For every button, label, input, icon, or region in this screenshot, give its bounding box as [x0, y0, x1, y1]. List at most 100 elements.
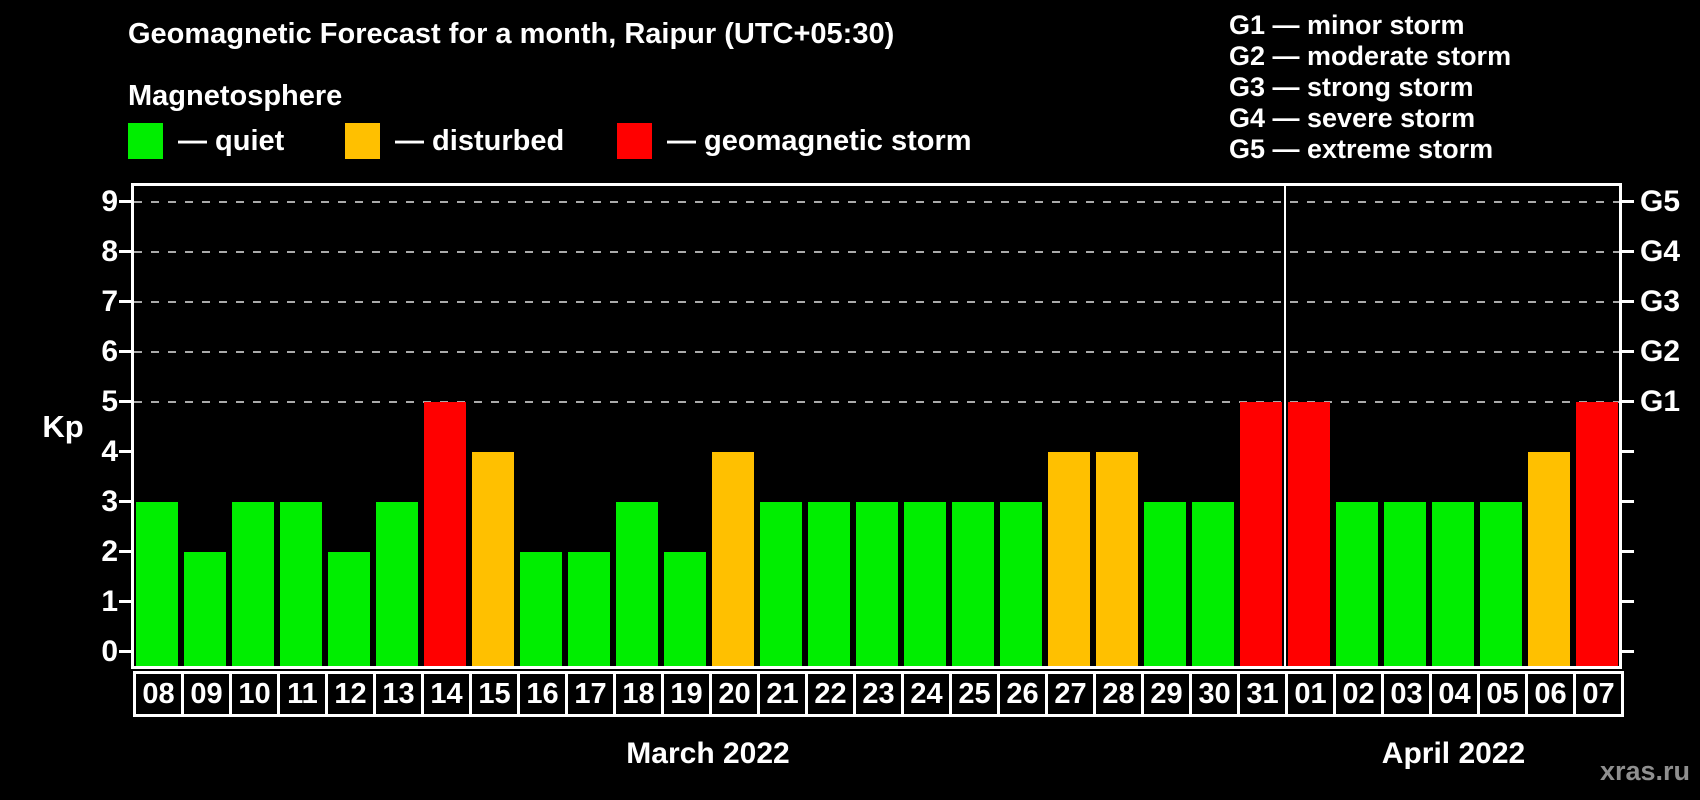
y-tick-label: 5	[101, 385, 118, 418]
kp-bar	[1096, 452, 1138, 666]
storm-color-swatch	[617, 123, 652, 159]
legend-item-disturbed: — disturbed	[345, 122, 564, 160]
g-scale-label-g1: G1	[1640, 385, 1681, 418]
kp-bar	[184, 552, 226, 666]
y-tick-label: 3	[101, 485, 118, 518]
plot-frame	[131, 183, 1622, 669]
y-tick-right	[1622, 400, 1634, 403]
date-cell: 17	[565, 671, 616, 717]
date-cell: 14	[421, 671, 472, 717]
y-tick-right	[1622, 500, 1634, 503]
y-tick-left	[119, 400, 131, 403]
date-cell: 16	[517, 671, 568, 717]
month-label-april: April 2022	[1381, 737, 1526, 770]
y-tick-right	[1622, 200, 1634, 203]
kp-bar	[568, 552, 610, 666]
kp-bar	[1528, 452, 1570, 666]
kp-bar	[1384, 502, 1426, 666]
y-tick-left	[119, 650, 131, 653]
date-cell: 03	[1381, 671, 1432, 717]
y-tick-right	[1622, 450, 1634, 453]
gridline-kp5	[134, 401, 1619, 403]
g-scale-label-g4: G4	[1640, 235, 1681, 268]
date-cell: 05	[1477, 671, 1528, 717]
g-scale-label-g2: G2	[1640, 335, 1681, 368]
y-tick-label: 0	[101, 635, 118, 668]
kp-bar	[1336, 502, 1378, 666]
y-tick-left	[119, 500, 131, 503]
date-cell: 15	[469, 671, 520, 717]
storm-scale-legend: G1 — minor storm G2 — moderate storm G3 …	[1229, 10, 1511, 165]
kp-bar	[664, 552, 706, 666]
kp-bar	[136, 502, 178, 666]
y-tick-label: 7	[101, 285, 118, 318]
gridline-kp9	[134, 201, 1619, 203]
storm-scale-legend-line-g5: G5 — extreme storm	[1229, 134, 1494, 164]
date-cell: 21	[757, 671, 808, 717]
g-scale-label-g3: G3	[1640, 285, 1681, 318]
kp-bar	[424, 402, 466, 666]
kp-bar	[904, 502, 946, 666]
y-tick-label: 6	[101, 335, 118, 368]
kp-bar	[472, 452, 514, 666]
y-tick-left	[119, 250, 131, 253]
date-cell: 22	[805, 671, 856, 717]
date-cell: 19	[661, 671, 712, 717]
kp-bar	[712, 452, 754, 666]
date-cell: 01	[1285, 671, 1336, 717]
quiet-color-swatch	[128, 123, 163, 159]
watermark: xras.ru	[1599, 756, 1690, 786]
month-label-march: March 2022	[626, 737, 790, 770]
date-cell: 07	[1573, 671, 1624, 717]
y-axis-title: Kp	[42, 409, 84, 444]
y-tick-right	[1622, 250, 1634, 253]
date-cell: 24	[901, 671, 952, 717]
y-tick-right	[1622, 550, 1634, 553]
kp-bar	[1240, 402, 1282, 666]
date-cell: 27	[1045, 671, 1096, 717]
date-cell: 29	[1141, 671, 1192, 717]
y-tick-right	[1622, 650, 1634, 653]
y-tick-label: 4	[101, 435, 118, 468]
month-separator-line	[1284, 186, 1286, 666]
y-tick-right	[1622, 600, 1634, 603]
kp-bar	[1432, 502, 1474, 666]
kp-bar	[856, 502, 898, 666]
kp-bar	[760, 502, 802, 666]
y-tick-label: 8	[101, 235, 118, 268]
kp-bar	[1480, 502, 1522, 666]
gridline-kp7	[134, 301, 1619, 303]
date-cell: 30	[1189, 671, 1240, 717]
kp-bar	[1048, 452, 1090, 666]
date-cell: 28	[1093, 671, 1144, 717]
kp-bar	[232, 502, 274, 666]
legend-item-label: — quiet	[178, 125, 285, 157]
y-tick-left	[119, 300, 131, 303]
legend-item-label: — geomagnetic storm	[667, 125, 972, 157]
legend-item-quiet: — quiet	[128, 122, 284, 160]
page-title: Geomagnetic Forecast for a month, Raipur…	[128, 18, 895, 50]
kp-bar	[1144, 502, 1186, 666]
g-scale-label-g5: G5	[1640, 185, 1681, 218]
legend-item-label: — disturbed	[395, 125, 565, 157]
date-cell: 26	[997, 671, 1048, 717]
y-tick-label: 1	[101, 585, 118, 618]
kp-bar	[520, 552, 562, 666]
date-cell: 31	[1237, 671, 1288, 717]
kp-bar	[952, 502, 994, 666]
date-cell: 13	[373, 671, 424, 717]
date-cell: 11	[277, 671, 328, 717]
date-cell: 04	[1429, 671, 1480, 717]
legend-item-storm: — geomagnetic storm	[617, 122, 972, 160]
date-cell: 09	[181, 671, 232, 717]
y-tick-label: 2	[101, 535, 118, 568]
y-tick-right	[1622, 350, 1634, 353]
date-cell: 25	[949, 671, 1000, 717]
kp-bar	[616, 502, 658, 666]
date-cell: 06	[1525, 671, 1576, 717]
kp-bar	[1192, 502, 1234, 666]
plot-area	[134, 186, 1619, 666]
y-tick-left	[119, 200, 131, 203]
kp-bar	[328, 552, 370, 666]
